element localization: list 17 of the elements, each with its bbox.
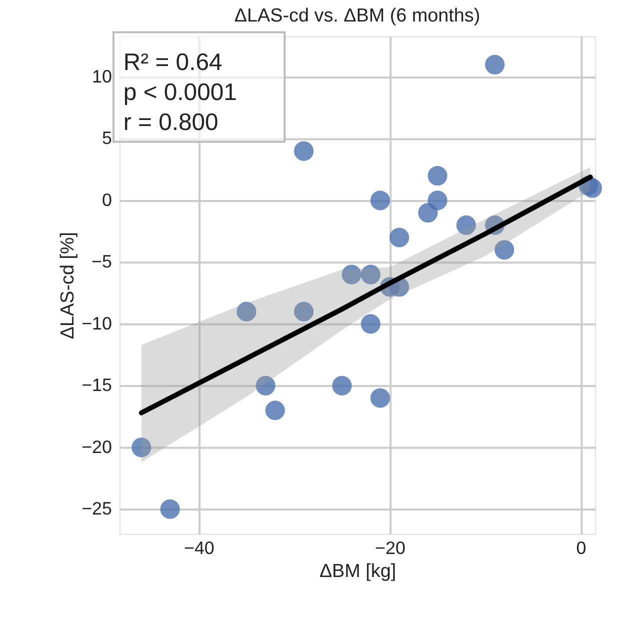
y-tick-label: −15 bbox=[82, 375, 112, 396]
annotation: R² = 0.64 bbox=[123, 49, 222, 76]
y-tick-label: 5 bbox=[102, 128, 112, 148]
y-tick-label: −20 bbox=[82, 436, 112, 457]
annotation: p < 0.0001 bbox=[123, 78, 237, 106]
y-tick-label: −10 bbox=[82, 313, 112, 334]
x-tick-label: −20 bbox=[375, 538, 406, 558]
x-axis-title: ΔBM [kg] bbox=[319, 561, 396, 582]
chart-title: ΔLAS-cd vs. ΔBM (6 months) bbox=[234, 5, 480, 26]
y-tick-label: 0 bbox=[102, 190, 112, 210]
annotation: r = 0.800 bbox=[123, 108, 218, 136]
y-tick-label: 10 bbox=[92, 66, 112, 86]
y-tick-label: −5 bbox=[92, 252, 112, 272]
x-tick-label: 0 bbox=[576, 538, 586, 558]
x-tick-label: −40 bbox=[184, 538, 214, 558]
y-tick-label: −25 bbox=[82, 498, 112, 519]
y-axis-title: ΔLAS-cd [%] bbox=[58, 232, 79, 340]
